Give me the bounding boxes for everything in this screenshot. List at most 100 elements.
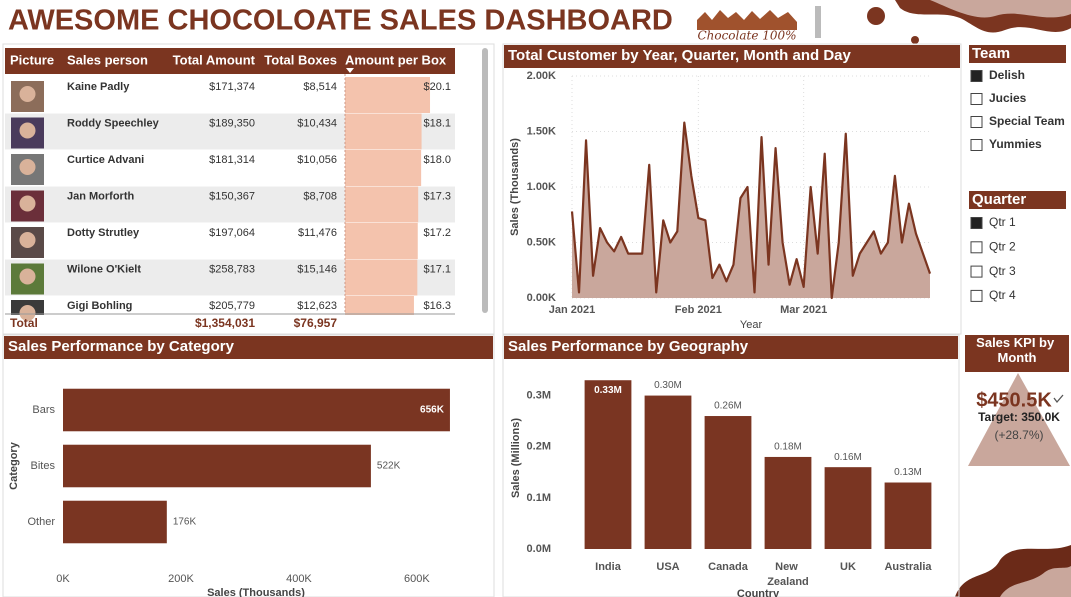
data-label: 0.26M (714, 401, 742, 412)
avatar-face (19, 268, 36, 285)
avatar-face (19, 159, 36, 175)
amount-bar (345, 150, 422, 186)
total: Total (10, 316, 38, 330)
total-boxes: $10,434 (297, 117, 337, 129)
total-amount: $189,350 (209, 117, 255, 129)
checkbox[interactable] (970, 217, 983, 229)
slicer-item[interactable]: Qtr 3 (989, 264, 1016, 278)
slicer-item[interactable]: Qtr 2 (989, 239, 1016, 253)
checkbox[interactable] (970, 93, 983, 105)
category-label: Other (27, 516, 55, 528)
category-panel (2, 334, 495, 597)
sales-person: Kaine Padly (67, 81, 130, 93)
slicer-item[interactable]: Qtr 1 (989, 215, 1016, 229)
slicer-item[interactable]: Qtr 4 (989, 288, 1016, 302)
slicer-item[interactable]: Jucies (989, 91, 1027, 105)
kpi-header (965, 335, 1069, 372)
checkbox[interactable] (970, 241, 983, 254)
bar (644, 395, 692, 549)
chart-header (504, 336, 958, 359)
checkbox[interactable] (970, 70, 983, 82)
chart-header (504, 45, 960, 68)
kpi-check (1053, 394, 1064, 404)
data-label: 0.13M (894, 467, 922, 478)
x-tick-label: India (595, 561, 622, 573)
bar (584, 380, 632, 549)
y-axis-label: Sales (Thousands) (509, 138, 521, 236)
amount-per-box: $17.2 (423, 227, 451, 239)
amount-per-box: $18.0 (423, 154, 451, 166)
content: Picture Sales person Total Amount Total Box… (4, 45, 1070, 597)
data-label: 176K (173, 517, 197, 528)
decoration (867, 7, 885, 25)
sales-person: Dotty Strutley (67, 227, 140, 239)
y-tick-label: 1.50K (527, 125, 556, 137)
kpi-triangle (968, 373, 1070, 466)
data-label: 0.33M (594, 385, 622, 396)
x-axis-label: Country (737, 588, 780, 597)
bar (704, 416, 752, 549)
slicer-item[interactable]: Special Team (989, 114, 1065, 128)
area (572, 122, 930, 299)
amount-per-box: $17.3 (423, 190, 451, 202)
x-tick-label: Jan 2021 (549, 304, 595, 316)
y-tick-label: 2.00K (527, 70, 556, 82)
logo-shape (697, 10, 797, 30)
total-amount: $150,367 (209, 190, 255, 202)
data-label: 522K (377, 461, 401, 472)
bar (824, 467, 872, 549)
checkbox[interactable] (970, 265, 983, 278)
amount-bar (345, 296, 414, 315)
amount-per-box: $20.1 (423, 81, 451, 93)
x-tick-label: USA (656, 561, 679, 573)
dashboard-title: AWESOME CHOCOLOATE SALES DASHBOARD (8, 5, 673, 37)
checkbox[interactable] (970, 116, 983, 128)
avatar-face (19, 86, 36, 102)
checkbox[interactable] (970, 289, 983, 302)
logo-text: Chocolate 100% (697, 29, 796, 43)
x-tick-label: Mar 2021 (780, 304, 827, 316)
checkbox[interactable] (970, 139, 983, 151)
total-amount: $171,374 (209, 81, 255, 93)
x-tick-label: UK (840, 561, 856, 573)
x-tick-label: 0K (56, 573, 70, 585)
y-axis-label: Category (8, 441, 20, 490)
chart-title: Total Customer by Year, Quarter, Month a… (508, 47, 852, 64)
avatar-face (19, 122, 36, 139)
scrollbar[interactable] (482, 48, 488, 313)
avatar-face (19, 195, 36, 212)
chart-title: Sales Performance by Geography (508, 338, 749, 355)
x-tick-label: 200K (168, 573, 194, 585)
data-label: 0.16M (834, 452, 862, 463)
chart-header (4, 336, 493, 359)
y-tick-label: 0.0M (527, 543, 551, 555)
line (570, 121, 932, 300)
y-tick-label: 0.1M (527, 492, 551, 504)
x-axis-label: Sales (Thousands) (207, 587, 305, 597)
y-tick-label: 0.3M (527, 389, 551, 401)
slicer-item[interactable]: Delish (989, 68, 1025, 82)
amount-bar (345, 223, 418, 259)
sales-person: Roddy Speechley (67, 117, 160, 129)
total-amount: $181,314 (209, 154, 255, 166)
slicer-item[interactable]: Yummies (989, 137, 1042, 151)
column-header: Total Boxes (264, 52, 337, 67)
avatar-face (19, 232, 36, 248)
chart-title: Sales Performance by Category (8, 338, 235, 355)
category-label: Bars (32, 404, 55, 416)
y-axis-label: Sales (Millions) (510, 418, 522, 498)
amount-bar (345, 186, 419, 223)
geo-panel (502, 334, 960, 597)
bar (63, 388, 450, 432)
y-tick-label: 0.2M (527, 441, 551, 453)
bar (63, 500, 167, 544)
x-tick-label: Feb 2021 (675, 304, 722, 316)
sales-person: Curtice Advani (67, 154, 144, 166)
total-boxes: $8,514 (303, 81, 337, 93)
slicer-header (969, 45, 1066, 63)
data-label: 0.30M (654, 380, 682, 391)
y-tick-label: 1.00K (527, 181, 556, 193)
amount-bar (345, 113, 422, 150)
line-panel (502, 43, 962, 335)
